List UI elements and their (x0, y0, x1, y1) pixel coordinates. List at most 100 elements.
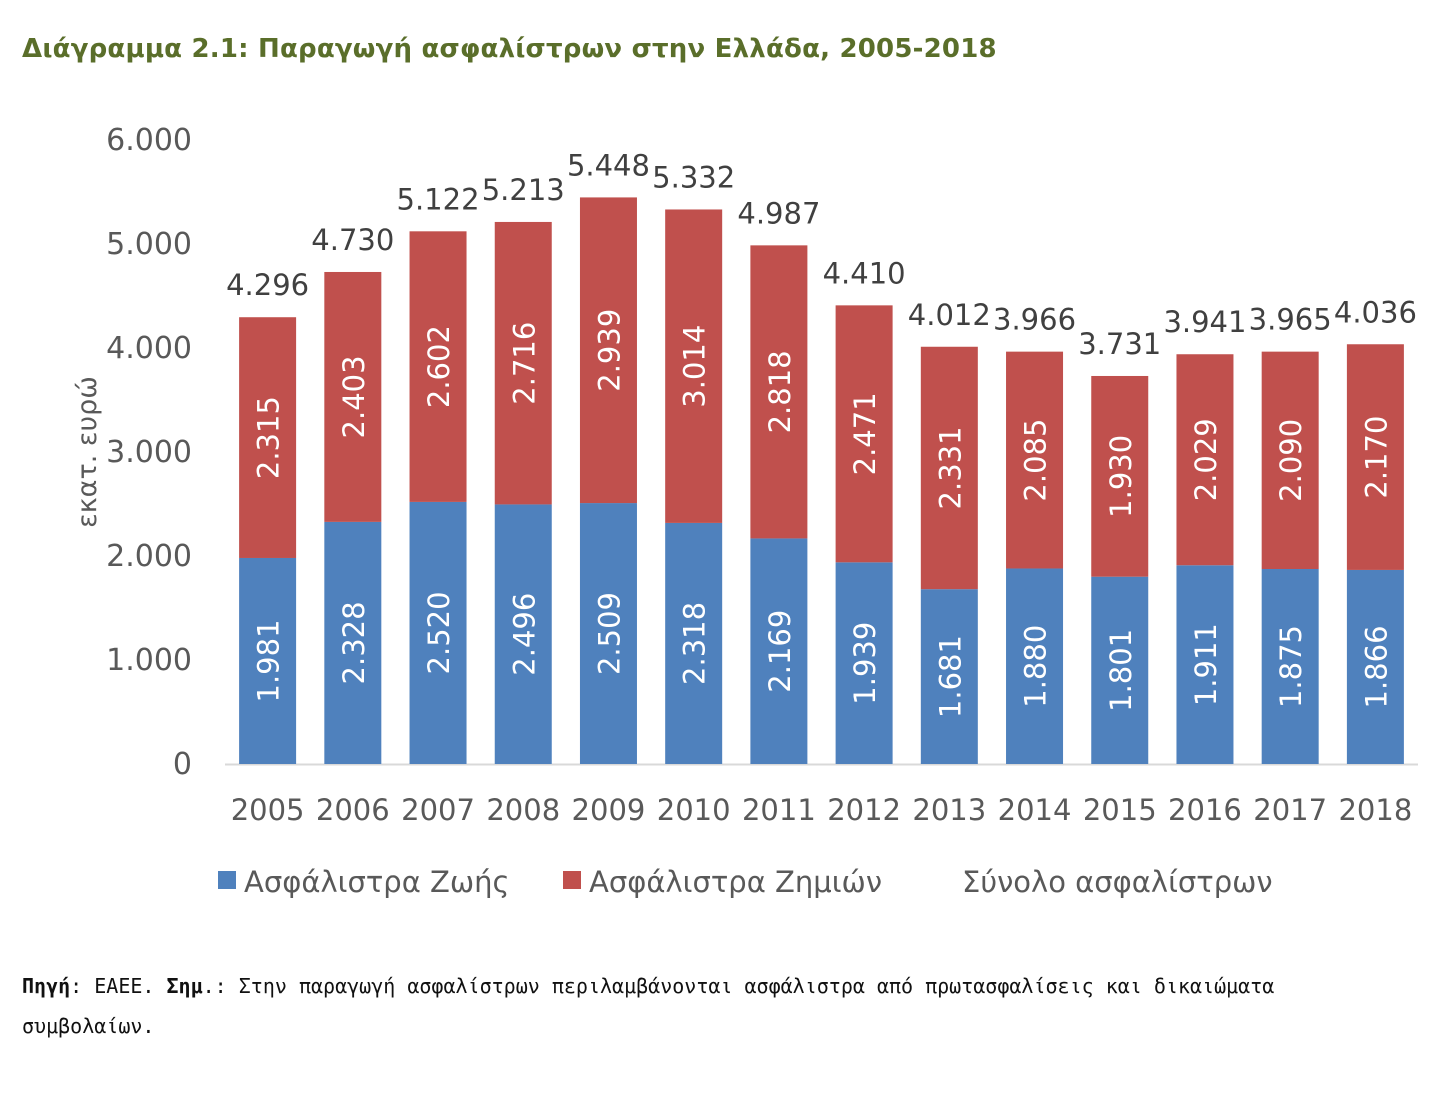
y-tick-label: 3.000 (106, 435, 192, 470)
data-label-nonlife: 2.090 (1274, 419, 1308, 502)
bar-life (835, 562, 893, 764)
data-label-life: 1.981 (252, 619, 286, 702)
remark-label: Σημ (166, 974, 203, 998)
data-label-total: 3.941 (1163, 305, 1246, 339)
bar-life (1006, 568, 1064, 764)
x-tick-label: 2010 (657, 793, 731, 827)
data-label-nonlife: 2.029 (1189, 418, 1223, 501)
legend-item-life-label: Ασφάλιστρα Ζωής (244, 865, 510, 899)
data-label-total: 5.122 (397, 182, 480, 216)
x-tick-label: 2012 (827, 793, 901, 827)
y-tick-label: 2.000 (106, 539, 192, 574)
data-label-life: 2.318 (678, 602, 712, 685)
bar-nonlife (239, 317, 297, 558)
bar-life (239, 557, 297, 764)
bar-life (1091, 576, 1149, 764)
remark-text: .: Στην παραγωγή ασφαλίστρων περιλαμβάνο… (22, 974, 1275, 1038)
x-tick-label: 2008 (486, 793, 560, 827)
x-tick-label: 2014 (998, 793, 1072, 827)
source-label: Πηγή (22, 974, 71, 998)
x-tick-label: 2005 (231, 793, 305, 827)
legend-item-life-swatch (218, 871, 236, 889)
data-label-nonlife: 2.471 (848, 392, 882, 475)
bar-nonlife (1006, 351, 1064, 569)
bar-life (1346, 569, 1404, 764)
data-label-life: 2.520 (422, 591, 456, 674)
legend-item-nonlife-label: Ασφάλιστρα Ζημιών (589, 865, 882, 899)
data-label-total: 4.410 (823, 256, 906, 290)
data-label-total: 3.965 (1249, 303, 1332, 337)
bar-life (324, 521, 382, 764)
x-tick-label: 2007 (401, 793, 475, 827)
data-label-life: 2.496 (507, 593, 541, 676)
y-tick-label: 4.000 (106, 331, 192, 366)
x-tick-label: 2017 (1253, 793, 1327, 827)
chart-title: Διάγραμμα 2.1: Παραγωγή ασφαλίστρων στην… (22, 34, 997, 64)
bar-nonlife (324, 271, 382, 522)
data-label-total: 5.213 (482, 173, 565, 207)
bar-nonlife (579, 197, 637, 504)
source-note: Πηγή: ΕΑΕΕ. Σημ.: Στην παραγωγή ασφαλίστ… (22, 966, 1402, 1046)
bar-nonlife (750, 245, 808, 539)
data-label-total: 4.036 (1334, 295, 1417, 329)
bar-nonlife (494, 221, 552, 505)
data-label-nonlife: 2.331 (933, 426, 967, 509)
data-label-life: 1.911 (1189, 623, 1223, 706)
data-label-nonlife: 2.170 (1359, 416, 1393, 499)
x-tick-label: 2016 (1168, 793, 1242, 827)
y-axis-title: εκατ. ευρώ (72, 376, 103, 528)
x-tick-label: 2013 (912, 793, 986, 827)
y-tick-label: 6.000 (106, 123, 192, 158)
stacked-bar-chart: 0 1.000 2.000 3.000 4.000 5.000 6.000 εκατ. ευρ… (72, 123, 1418, 899)
data-label-life: 2.169 (763, 610, 797, 693)
data-label-life: 1.801 (1104, 629, 1138, 712)
data-label-nonlife: 1.930 (1104, 435, 1138, 518)
bar-life (750, 538, 808, 764)
x-tick-label: 2006 (316, 793, 390, 827)
data-label-total: 5.332 (652, 160, 735, 194)
legend-item-total-label: Σύνολο ασφαλίστρων (962, 865, 1273, 899)
data-label-nonlife: 3.014 (678, 325, 712, 408)
data-label-total: 3.966 (993, 303, 1076, 337)
bar-nonlife (409, 231, 467, 502)
data-label-nonlife: 2.085 (1019, 419, 1053, 502)
x-tick-label: 2015 (1083, 793, 1157, 827)
x-tick-label: 2011 (742, 793, 816, 827)
y-tick-label: 0 (173, 747, 192, 782)
legend-item-nonlife-swatch (563, 871, 581, 889)
data-label-life: 1.875 (1274, 625, 1308, 708)
bar-nonlife (835, 305, 893, 563)
bar-life (409, 501, 467, 764)
data-label-life: 1.880 (1019, 625, 1053, 708)
x-tick-label: 2009 (572, 793, 646, 827)
bar-nonlife (1346, 344, 1404, 570)
data-label-life: 2.328 (337, 601, 371, 684)
bar-life (494, 504, 552, 764)
data-label-nonlife: 2.716 (507, 322, 541, 405)
data-label-life: 1.939 (848, 622, 882, 705)
bar-nonlife (1261, 351, 1319, 569)
data-label-nonlife: 2.818 (763, 350, 797, 433)
data-label-total: 4.012 (908, 298, 991, 332)
bar-nonlife (665, 209, 723, 523)
x-tick-label: 2018 (1338, 793, 1412, 827)
y-tick-label: 1.000 (106, 643, 192, 678)
data-label-total: 3.731 (1078, 327, 1161, 361)
data-label-life: 1.681 (933, 635, 967, 718)
data-label-total: 4.730 (311, 223, 394, 257)
bar-nonlife (920, 346, 978, 590)
data-label-nonlife: 2.939 (592, 309, 626, 392)
bar-nonlife (1091, 375, 1149, 577)
data-label-nonlife: 2.403 (337, 355, 371, 438)
y-tick-label: 5.000 (106, 227, 192, 262)
bar-nonlife (1176, 354, 1234, 566)
data-label-nonlife: 2.602 (422, 325, 456, 408)
data-label-life: 1.866 (1359, 625, 1393, 708)
bar-life (579, 503, 637, 764)
data-label-nonlife: 2.315 (252, 396, 286, 479)
data-label-total: 4.296 (226, 268, 309, 302)
data-label-total: 4.987 (737, 196, 820, 230)
bar-life (920, 589, 978, 764)
bar-life (1261, 569, 1319, 764)
data-label-life: 2.509 (592, 592, 626, 675)
